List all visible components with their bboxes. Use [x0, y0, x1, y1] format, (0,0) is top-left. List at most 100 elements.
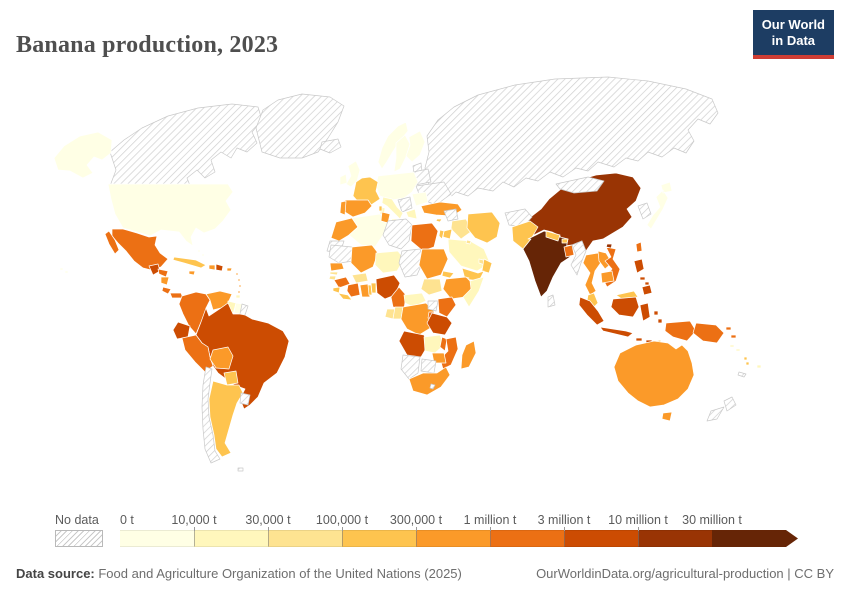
- country-sudan[interactable]: [418, 248, 449, 280]
- country-south-sudan[interactable]: [420, 278, 443, 296]
- country-guinea-bissau[interactable]: [328, 275, 337, 281]
- country-spain[interactable]: [342, 199, 373, 218]
- country-tanzania[interactable]: [426, 312, 453, 336]
- legend-swatch-8-arrow[interactable]: [712, 530, 798, 547]
- country-iraq[interactable]: [450, 218, 473, 240]
- country-uganda[interactable]: [427, 300, 439, 312]
- country-jamaica[interactable]: [188, 270, 196, 276]
- country-iran[interactable]: [466, 211, 501, 244]
- country-bahamas[interactable]: [197, 249, 205, 257]
- legend-swatch-1[interactable]: [194, 527, 268, 547]
- country-bhutan[interactable]: [561, 238, 569, 244]
- country-indonesia-java[interactable]: [599, 326, 634, 338]
- country-trinidad[interactable]: [235, 294, 241, 299]
- country-benin[interactable]: [370, 282, 377, 294]
- country-mexico[interactable]: [111, 228, 169, 271]
- country-costa-rica[interactable]: [161, 286, 172, 295]
- country-dominican-republic[interactable]: [215, 263, 224, 272]
- country-ecuador[interactable]: [172, 321, 191, 340]
- country-paraguay[interactable]: [223, 370, 239, 386]
- country-angola[interactable]: [398, 330, 429, 358]
- country-puerto-rico[interactable]: [226, 267, 233, 272]
- country-papua-new-guinea[interactable]: [692, 322, 737, 344]
- legend-swatch-0[interactable]: [120, 530, 194, 547]
- country-fiji[interactable]: [756, 364, 762, 369]
- country-drc[interactable]: [400, 302, 435, 336]
- country-solomon-islands[interactable]: [729, 344, 741, 352]
- country-eritrea[interactable]: [441, 270, 455, 279]
- country-panama[interactable]: [169, 292, 184, 299]
- country-togo[interactable]: [367, 284, 373, 296]
- owid-logo[interactable]: Our World in Data: [752, 10, 834, 59]
- country-senegal[interactable]: [329, 262, 345, 272]
- country-japan[interactable]: [646, 181, 673, 230]
- country-namibia[interactable]: [400, 354, 421, 380]
- country-nicaragua[interactable]: [160, 276, 170, 286]
- country-korea[interactable]: [637, 202, 652, 220]
- country-bolivia[interactable]: [209, 346, 234, 370]
- country-romania[interactable]: [411, 191, 429, 207]
- country-mexico-baja[interactable]: [104, 230, 120, 255]
- footer-rights-link[interactable]: OurWorldinData.org/agricultural-producti…: [536, 566, 834, 581]
- country-ghana[interactable]: [359, 283, 371, 298]
- country-alaska[interactable]: [53, 131, 113, 179]
- country-honduras[interactable]: [157, 268, 169, 278]
- country-indonesia-sumatra[interactable]: [578, 296, 605, 326]
- country-central-europe[interactable]: [375, 171, 419, 201]
- country-vanuatu[interactable]: [743, 356, 750, 366]
- country-oman[interactable]: [481, 258, 493, 274]
- country-taiwan[interactable]: [635, 241, 643, 253]
- legend-swatch-2[interactable]: [268, 527, 342, 547]
- country-zambia[interactable]: [423, 334, 445, 354]
- country-botswana[interactable]: [420, 358, 437, 374]
- country-mali[interactable]: [350, 244, 379, 274]
- country-portugal[interactable]: [339, 200, 347, 216]
- country-haiti[interactable]: [208, 264, 216, 271]
- country-lesser-antilles[interactable]: [235, 272, 242, 294]
- country-cyprus[interactable]: [435, 218, 443, 223]
- country-burkina-faso[interactable]: [351, 272, 369, 284]
- country-gambia[interactable]: [329, 271, 339, 276]
- country-falklands[interactable]: [237, 467, 244, 472]
- legend-swatch-7[interactable]: [638, 527, 712, 547]
- country-lesotho[interactable]: [429, 383, 436, 390]
- country-egypt[interactable]: [410, 222, 439, 252]
- country-greece[interactable]: [405, 208, 418, 220]
- country-uruguay[interactable]: [239, 392, 251, 406]
- country-madagascar[interactable]: [460, 340, 477, 370]
- country-indonesia-kalimantan[interactable]: [610, 296, 640, 318]
- country-nepal[interactable]: [545, 230, 561, 242]
- country-norway[interactable]: [377, 121, 409, 170]
- country-new-caledonia[interactable]: [737, 371, 747, 378]
- country-sri-lanka[interactable]: [547, 294, 556, 308]
- country-indonesia-sulawesi[interactable]: [639, 302, 651, 322]
- country-new-zealand[interactable]: [706, 396, 737, 422]
- country-malawi[interactable]: [439, 336, 448, 352]
- country-cuba[interactable]: [172, 256, 207, 269]
- legend-swatch-6[interactable]: [564, 527, 638, 547]
- country-sierra-leone[interactable]: [332, 286, 341, 294]
- country-kuwait[interactable]: [465, 239, 472, 245]
- country-russia[interactable]: [424, 76, 719, 202]
- country-syria[interactable]: [443, 208, 459, 222]
- legend-no-data-swatch[interactable]: [55, 530, 103, 547]
- country-guinea[interactable]: [333, 276, 351, 289]
- country-kenya[interactable]: [437, 296, 457, 318]
- country-philippines[interactable]: [633, 258, 653, 296]
- country-jordan[interactable]: [442, 228, 453, 240]
- country-ireland[interactable]: [339, 173, 348, 186]
- country-usa[interactable]: [107, 183, 234, 247]
- legend-swatch-4[interactable]: [416, 527, 490, 547]
- country-mongolia[interactable]: [555, 176, 605, 194]
- legend-swatch-5[interactable]: [490, 527, 564, 547]
- country-sweden[interactable]: [393, 134, 411, 173]
- country-mauritania[interactable]: [328, 244, 355, 264]
- country-finland[interactable]: [405, 130, 426, 163]
- country-chile[interactable]: [201, 366, 221, 464]
- country-zimbabwe[interactable]: [431, 352, 447, 364]
- country-uk[interactable]: [345, 160, 361, 188]
- country-myanmar[interactable]: [570, 240, 587, 276]
- country-bangladesh[interactable]: [563, 244, 575, 258]
- country-somalia[interactable]: [462, 276, 485, 308]
- country-hawaii[interactable]: [59, 267, 69, 274]
